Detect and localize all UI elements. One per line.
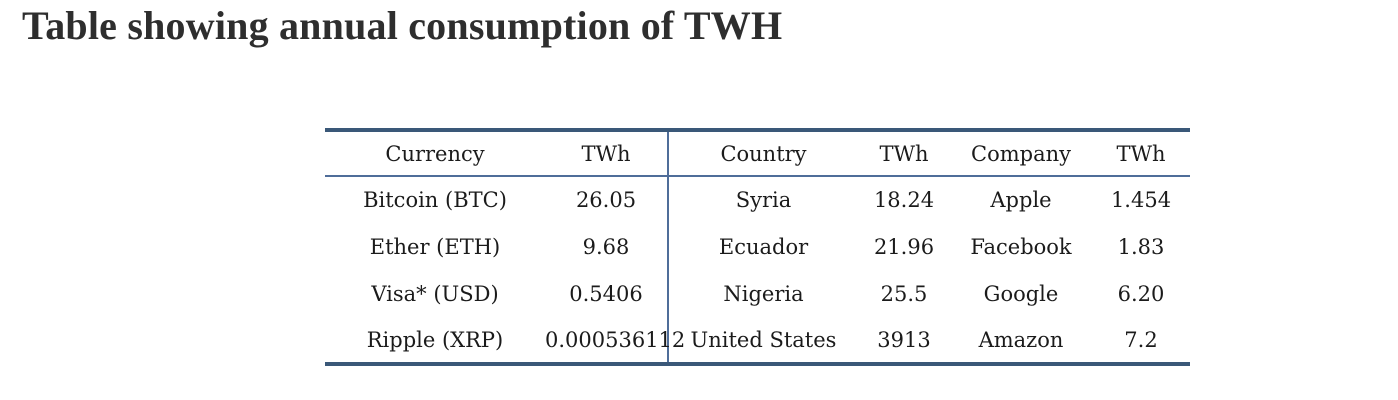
col-header-country: Country (667, 130, 858, 177)
page-title: Table showing annual consumption of TWH (22, 3, 783, 48)
col-header-currency: Currency (325, 130, 545, 177)
cell-currency-twh: 0.000536112 (545, 327, 686, 352)
cell-company-name: Facebook (970, 234, 1072, 259)
cell-company-name: Apple (990, 188, 1052, 212)
cell-country-name: Nigeria (667, 270, 858, 317)
consumption-table: Currency TWh Country TWh Company TWh Bit… (325, 128, 1190, 366)
cell-company-twh: 1.83 (1117, 234, 1165, 259)
cell-country-twh: 25.5 (880, 281, 928, 306)
cell-currency-twh: 0.5406 (569, 281, 643, 306)
cell-company-twh: 1.454 (1110, 188, 1172, 212)
table-row: Ether (ETH) 9.68 Ecuador 21.96 Facebook … (325, 223, 1190, 270)
cell-company-name: Amazon (978, 327, 1064, 352)
cell-currency-name: Ether (ETH) (369, 234, 501, 259)
cell-country-name: Syria (667, 176, 858, 223)
col-header-currency-twh: TWh (545, 130, 668, 177)
table-header-row: Currency TWh Country TWh Company TWh (325, 130, 1190, 177)
table-row: Visa* (USD) 0.5406 Nigeria 25.5 Google 6… (325, 270, 1190, 317)
cell-country-twh: 18.24 (873, 188, 935, 212)
table-row: Bitcoin (BTC) 26.05 Syria 18.24 Apple 1.… (325, 176, 1190, 223)
cell-company-name: Google (983, 281, 1059, 306)
consumption-table-container: Currency TWh Country TWh Company TWh Bit… (325, 128, 1190, 366)
cell-company-twh: 6.20 (1117, 281, 1165, 306)
cell-currency-name: Bitcoin (BTC) (363, 188, 507, 212)
cell-country-name: Ecuador (667, 223, 858, 270)
cell-currency-name: Visa* (USD) (371, 281, 499, 306)
cell-currency-twh: 26.05 (575, 188, 637, 212)
table-row: Ripple (XRP) 0.000536112 United States 3… (325, 317, 1190, 364)
cell-country-twh: 21.96 (873, 234, 935, 259)
col-header-company-twh: TWh (1092, 130, 1190, 177)
col-header-country-twh: TWh (858, 130, 950, 177)
cell-currency-name: Ripple (XRP) (366, 327, 504, 352)
cell-currency-twh: 9.68 (582, 234, 630, 259)
col-header-company: Company (950, 130, 1092, 177)
cell-country-name: United States (667, 317, 858, 364)
cell-country-twh: 3913 (877, 327, 931, 352)
cell-company-twh: 7.2 (1124, 327, 1158, 352)
